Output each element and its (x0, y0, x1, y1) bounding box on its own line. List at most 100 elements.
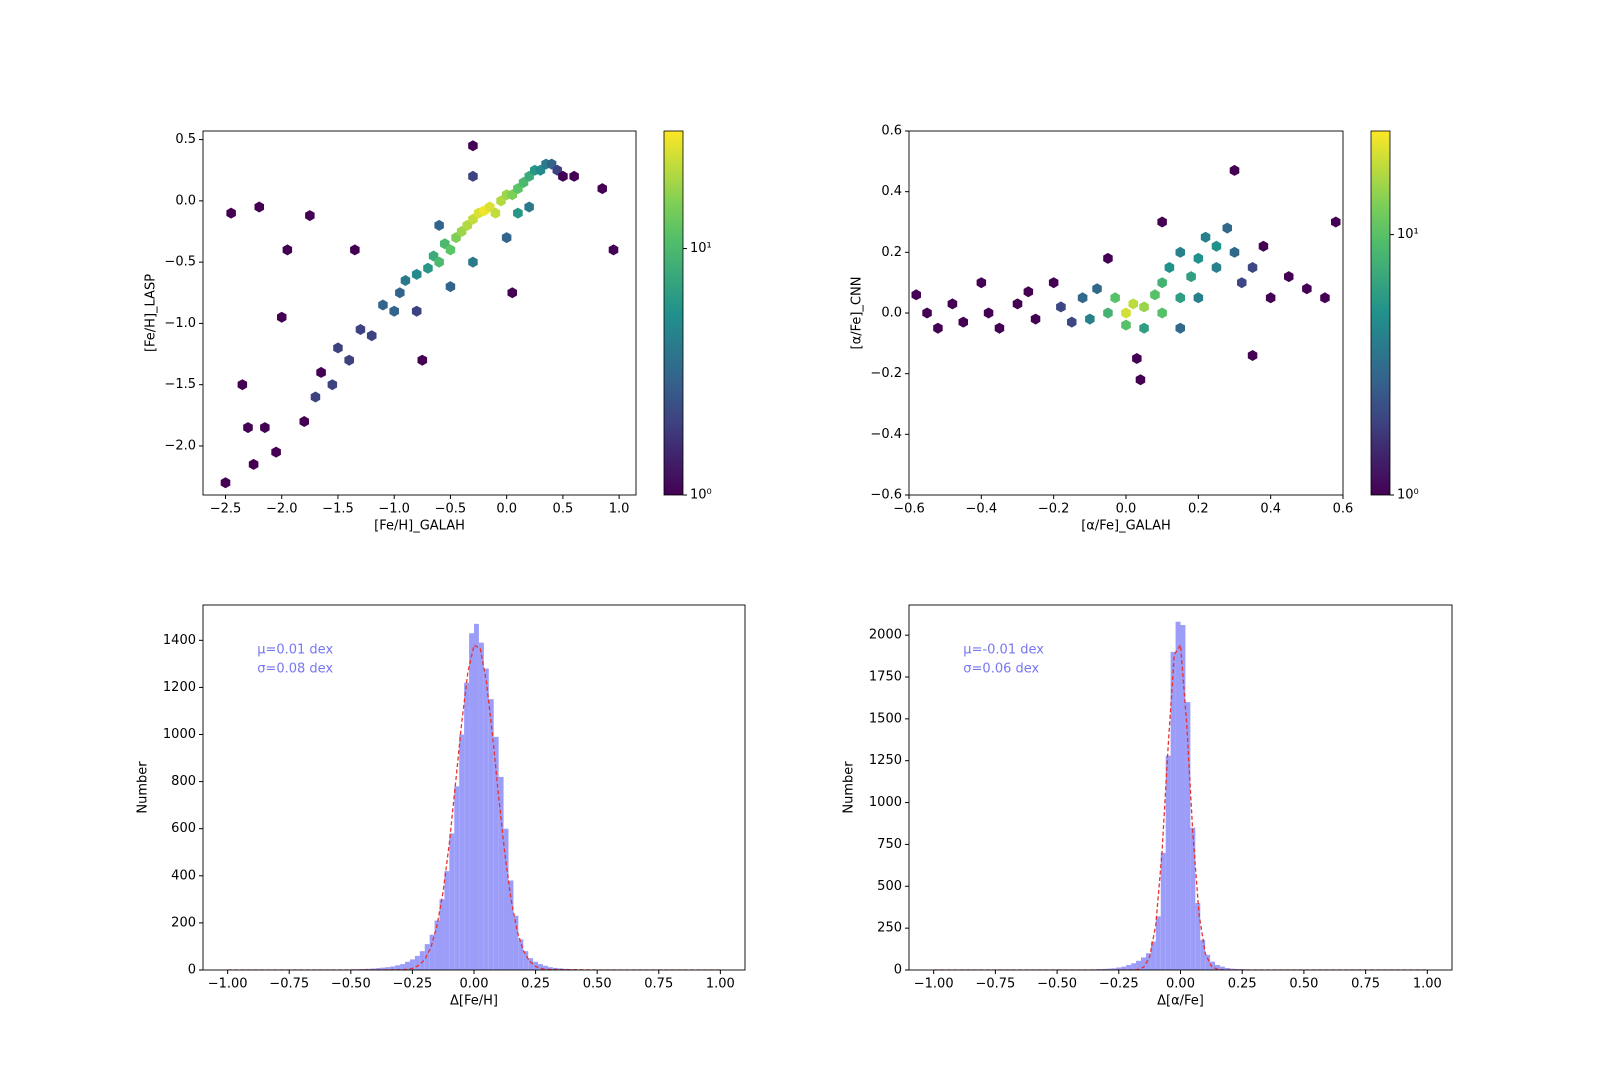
y-tick-label: 1500 (869, 711, 902, 726)
hexbin (1186, 271, 1196, 282)
hexbin (508, 287, 518, 298)
x-tick-label: 0.00 (1166, 977, 1195, 992)
hexbin (255, 202, 265, 213)
hexbin (1230, 247, 1240, 258)
histogram-bar (479, 643, 484, 970)
y-axis-label: [α/Fe]_CNN (850, 277, 865, 350)
x-tick-label: 1.00 (706, 977, 735, 992)
y-axis-label: Number (136, 761, 151, 814)
hexbin (1056, 301, 1066, 312)
y-tick-label: 0.2 (881, 245, 902, 260)
hexbin (328, 379, 338, 390)
hexbin (1085, 314, 1095, 325)
y-tick-label: −1.0 (164, 316, 196, 331)
x-tick-label: 0.4 (1260, 502, 1281, 517)
x-tick-label: −1.00 (208, 977, 248, 992)
hexbin (598, 183, 608, 194)
hexbin (1284, 271, 1294, 282)
hexbin (1157, 308, 1167, 319)
hexbin (401, 275, 411, 286)
x-tick-label: 0.0 (1116, 502, 1137, 517)
histogram-bar (444, 871, 449, 970)
y-axis-label: [Fe/H]_LASP (144, 274, 159, 352)
hexbin (1092, 283, 1102, 294)
hexbin (367, 330, 377, 341)
histogram-bar (1171, 652, 1176, 970)
histogram-bar (469, 633, 474, 970)
hexbin (395, 287, 405, 298)
histogram-bar (484, 669, 489, 970)
hexbin (1103, 308, 1113, 319)
hexbin (1266, 292, 1276, 303)
hexbin (1031, 314, 1041, 325)
y-tick-label: 2000 (869, 628, 902, 643)
hexbin (356, 324, 366, 335)
histogram-bar (464, 683, 469, 970)
hexbin (1150, 289, 1160, 300)
x-tick-label: −0.25 (1099, 977, 1139, 992)
hexbin (468, 171, 478, 182)
histogram-bar (474, 624, 479, 970)
hexbin (333, 342, 343, 353)
y-tick-label: −0.4 (870, 427, 902, 442)
hexbin (1078, 292, 1088, 303)
hexbin (977, 277, 987, 288)
histogram-bar (1200, 940, 1205, 970)
y-tick-label: 400 (171, 868, 196, 883)
hexbin (922, 308, 932, 319)
x-tick-label: −0.2 (1038, 502, 1070, 517)
hexbin (959, 317, 969, 328)
y-tick-label: 1000 (163, 727, 196, 742)
hexbin (316, 367, 326, 378)
hexbin (243, 422, 253, 433)
x-axis-label: Δ[Fe/H] (450, 994, 498, 1009)
x-tick-label: 0.75 (1351, 977, 1380, 992)
hexbin (344, 355, 354, 366)
x-axis-label: [Fe/H]_GALAH (374, 519, 465, 534)
hexbin (226, 208, 236, 219)
hexbin (1136, 374, 1146, 385)
hexbin (609, 244, 619, 255)
hexbin (1139, 301, 1149, 312)
hexbin (389, 306, 399, 317)
y-tick-label: 1200 (163, 680, 196, 695)
x-tick-label: −2.0 (266, 502, 298, 517)
y-tick-label: 800 (171, 774, 196, 789)
x-tick-label: −0.4 (966, 502, 998, 517)
x-tick-label: 0.50 (1289, 977, 1318, 992)
hexbin (1067, 317, 1077, 328)
histogram-bar (1176, 622, 1181, 970)
x-tick-label: 0.5 (553, 502, 574, 517)
hexbin (513, 208, 523, 219)
hexbin (434, 220, 444, 231)
hexbin (502, 232, 512, 243)
histogram-bar (1131, 963, 1136, 970)
histogram-bar (449, 833, 454, 970)
x-tick-label: −1.0 (378, 502, 410, 517)
x-tick-label: 0.50 (583, 977, 612, 992)
x-tick-label: 1.00 (1413, 977, 1442, 992)
hexbin (1176, 292, 1186, 303)
hexbin (1212, 241, 1222, 252)
x-tick-label: 0.00 (460, 977, 489, 992)
x-tick-label: −0.75 (975, 977, 1015, 992)
hexbin (1331, 217, 1341, 228)
histogram-bar (1151, 942, 1156, 970)
hexbin (283, 244, 293, 255)
hexbin (1049, 277, 1059, 288)
x-tick-label: −0.6 (893, 502, 925, 517)
colorbar (664, 131, 683, 495)
hexbin (524, 202, 534, 213)
x-axis-label: Δ[α/Fe] (1157, 994, 1204, 1009)
hexbin (1139, 323, 1149, 334)
histogram-bar (1126, 965, 1131, 970)
x-tick-label: 0.6 (1333, 502, 1354, 517)
x-tick-label: −0.5 (435, 502, 467, 517)
hexbin (1157, 217, 1167, 228)
histogram-bar (1156, 916, 1161, 970)
annotation: σ=0.06 dex (963, 662, 1039, 677)
x-axis-label: [α/Fe]_GALAH (1081, 519, 1171, 534)
hexbin (1230, 165, 1240, 176)
